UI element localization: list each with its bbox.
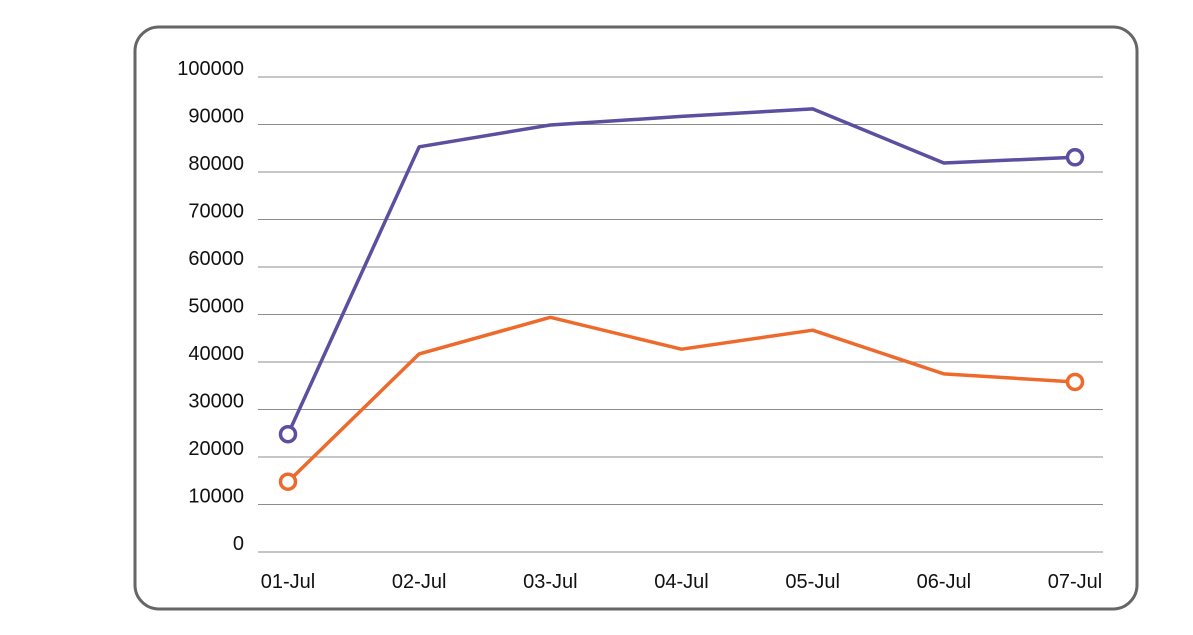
x-tick-label: 07-Jul	[1048, 571, 1102, 593]
y-tick-label: 10000	[188, 486, 244, 508]
y-tick-label: 100000	[177, 58, 244, 80]
y-tick-label: 40000	[188, 343, 244, 365]
y-tick-label: 70000	[188, 201, 244, 223]
series-1-point-01-Jul	[278, 424, 298, 444]
y-tick-label: 80000	[188, 153, 244, 175]
data-series	[278, 107, 1085, 491]
y-axis-tick-labels: 0 10000 20000 30000 40000 50000 60000 70000 8000…	[177, 58, 244, 555]
series-2-point-01-Jul	[278, 472, 298, 491]
y-tick-label: 50000	[188, 296, 244, 318]
series-2-line	[286, 315, 1077, 484]
x-tick-label: 04-Jul	[654, 571, 708, 593]
y-tick-label: 20000	[188, 438, 244, 460]
chart-frame	[133, 25, 1139, 611]
y-tick-label: 60000	[188, 248, 244, 270]
x-tick-label: 03-Jul	[523, 571, 577, 593]
y-tick-label: 30000	[188, 391, 244, 413]
series-1-point-07-Jul	[1065, 148, 1085, 167]
x-axis-tick-labels: 01-Jul 02-Jul 03-Jul 04-Jul 05-Jul 06-Jul 07-J…	[261, 571, 1102, 593]
y-tick-label: 0	[233, 533, 244, 555]
y-tick-label: 90000	[188, 106, 244, 128]
x-tick-label: 01-Jul	[261, 571, 315, 593]
x-tick-label: 05-Jul	[785, 571, 839, 593]
gridlines	[258, 76, 1103, 553]
series-1-line	[286, 107, 1077, 436]
series-2-point-07-Jul	[1065, 372, 1085, 392]
x-tick-label: 02-Jul	[392, 571, 446, 593]
x-tick-label: 06-Jul	[917, 571, 971, 593]
